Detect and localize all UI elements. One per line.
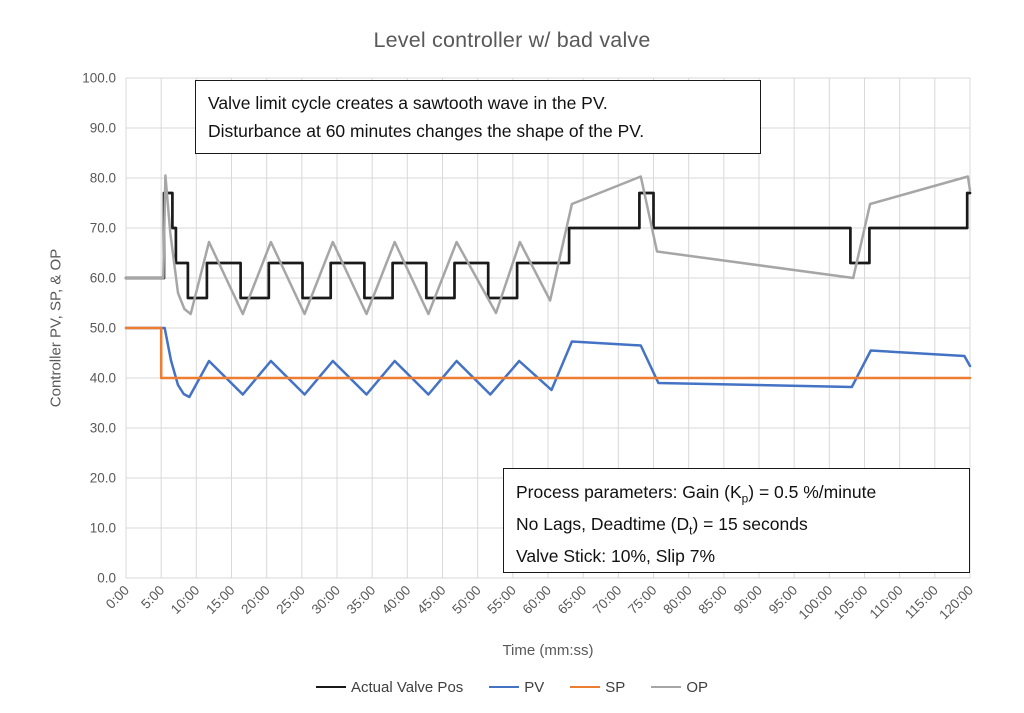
- x-axis-title: Time (mm:ss): [502, 642, 594, 659]
- y-tick-label: 10.0: [90, 521, 116, 536]
- x-tick-label: 90:00: [731, 583, 766, 618]
- x-tick-label: 35:00: [344, 583, 379, 618]
- legend-label: Actual Valve Pos: [351, 678, 464, 696]
- y-tick-label: 70.0: [90, 221, 116, 236]
- x-tick-label: 75:00: [625, 583, 660, 618]
- x-tick-label: 0:00: [103, 583, 132, 612]
- x-tick-label: 100:00: [796, 583, 836, 623]
- x-tick-label: 65:00: [555, 583, 590, 618]
- legend-item-op: OP: [651, 679, 708, 696]
- chart-title: Level controller w/ bad valve: [373, 28, 651, 52]
- callout-annotation-box: Valve limit cycle creates a sawtooth wav…: [195, 80, 761, 154]
- legend-line-sample: [316, 686, 346, 688]
- y-tick-label: 50.0: [90, 321, 116, 336]
- parameters-text-line: Valve Stick: 10%, Slip 7%: [516, 545, 716, 566]
- x-tick-label: 40:00: [379, 583, 414, 618]
- process-parameters-box: Process parameters: Gain (Kp) = 0.5 %/mi…: [503, 468, 970, 573]
- callout-text-line: Valve limit cycle creates a sawtooth wav…: [208, 93, 608, 113]
- y-tick-label: 80.0: [90, 171, 116, 186]
- x-tick-label: 85:00: [695, 583, 730, 618]
- y-tick-label: 30.0: [90, 421, 116, 436]
- legend-item-sp: SP: [570, 679, 625, 696]
- series-line-sp: [124, 326, 972, 380]
- callout-text-line: Disturbance at 60 minutes changes the sh…: [208, 121, 645, 142]
- legend-line-sample: [489, 686, 520, 688]
- x-tick-label: 115:00: [902, 583, 941, 622]
- legend-line-sample: [570, 686, 601, 688]
- parameters-text-line: No Lags, Deadtime (Dt) = 15 seconds: [516, 513, 808, 538]
- y-tick-label: 0.0: [97, 571, 116, 586]
- legend-item-actual-valve-pos: Actual Valve Pos: [316, 679, 463, 696]
- legend-label: SP: [605, 678, 626, 696]
- y-tick-label: 40.0: [90, 371, 116, 386]
- x-tick-label: 45:00: [414, 583, 449, 618]
- y-tick-label: 20.0: [90, 471, 116, 486]
- x-tick-label: 120:00: [936, 583, 976, 623]
- y-tick-label: 100.0: [82, 71, 116, 86]
- x-tick-label: 105:00: [831, 583, 871, 623]
- x-tick-label: 80:00: [660, 583, 695, 618]
- series-line-op: [124, 174, 972, 316]
- x-tick-label: 70:00: [590, 583, 625, 618]
- x-tick-label: 25:00: [273, 583, 308, 618]
- x-tick-label: 110:00: [867, 583, 906, 622]
- series-line-pv: [124, 326, 972, 399]
- y-tick-label: 60.0: [90, 271, 116, 286]
- series-line-actual-valve-pos: [124, 191, 972, 300]
- x-tick-label: 60:00: [520, 583, 555, 618]
- parameters-text-line: Process parameters: Gain (Kp) = 0.5 %/mi…: [516, 482, 877, 506]
- y-tick-label: 90.0: [90, 121, 116, 136]
- chart-legend: Actual Valve Pos PV SP OP: [0, 674, 1024, 700]
- x-tick-label: 50:00: [449, 583, 484, 618]
- x-tick-label: 10:00: [168, 583, 203, 618]
- legend-item-pv: PV: [489, 679, 544, 696]
- x-tick-label: 15:00: [203, 583, 238, 618]
- x-tick-label: 20:00: [238, 583, 273, 618]
- legend-label: OP: [686, 678, 708, 696]
- x-tick-label: 55:00: [484, 583, 519, 618]
- x-tick-label: 5:00: [138, 583, 167, 612]
- x-tick-label: 30:00: [309, 583, 344, 618]
- legend-line-sample: [651, 686, 682, 688]
- legend-label: PV: [524, 678, 545, 696]
